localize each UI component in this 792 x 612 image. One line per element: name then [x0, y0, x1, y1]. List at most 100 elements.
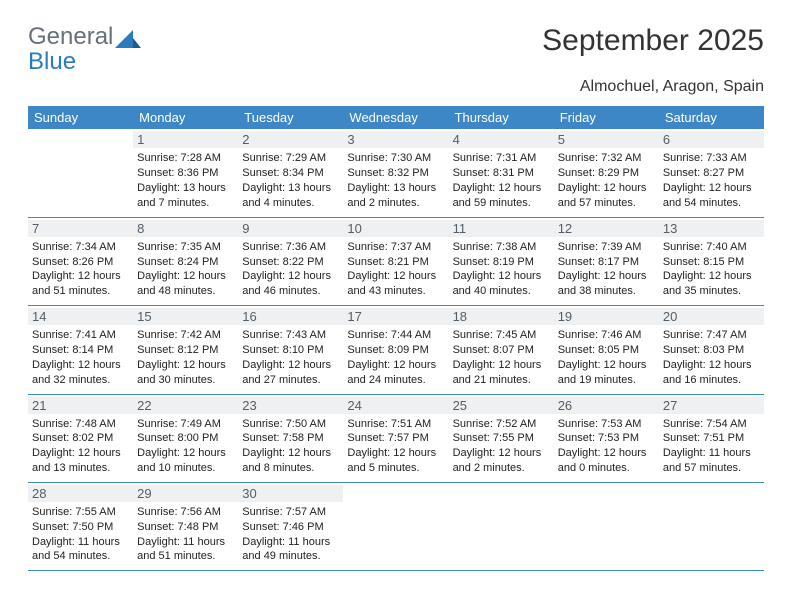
- calendar-week: 7 Sunrise: 7:34 AMSunset: 8:26 PMDaylight…: [28, 218, 764, 306]
- calendar-week: 28Sunrise: 7:55 AMSunset: 7:50 PMDayligh…: [28, 483, 764, 571]
- calendar-day: [449, 483, 554, 570]
- day-details: Sunrise: 7:48 AMSunset: 8:02 PMDaylight:…: [32, 417, 129, 476]
- calendar-week: 21 Sunrise: 7:48 AMSunset: 8:02 PMDayligh…: [28, 395, 764, 483]
- day-details: Sunrise: 7:30 AMSunset: 8:32 PMDaylight:…: [347, 151, 444, 210]
- day-number: 1: [133, 131, 238, 148]
- calendar-day: 14 Sunrise: 7:41 AMSunset: 8:14 PMDayligh…: [28, 306, 133, 393]
- day-number: 29: [133, 485, 238, 502]
- calendar-day: 29 Sunrise: 7:56 AMSunset: 7:48 PMDayligh…: [133, 483, 238, 570]
- weekday-header: Wednesday: [343, 106, 448, 129]
- day-details: Sunrise: 7:51 AMSunset: 7:57 PMDaylight:…: [347, 417, 444, 476]
- day-number: 15: [133, 308, 238, 325]
- day-number: 12: [554, 220, 659, 237]
- brand-logo: General Blue: [28, 24, 141, 74]
- calendar-day: 28Sunrise: 7:55 AMSunset: 7:50 PMDayligh…: [28, 483, 133, 570]
- calendar-day: 2 Sunrise: 7:29 AMSunset: 8:34 PMDaylight…: [238, 129, 343, 216]
- calendar-day: [343, 483, 448, 570]
- calendar-day: 5 Sunrise: 7:32 AMSunset: 8:29 PMDaylight…: [554, 129, 659, 216]
- day-number: 23: [238, 397, 343, 414]
- day-number: 2: [238, 131, 343, 148]
- day-number: 22: [133, 397, 238, 414]
- day-number: 17: [343, 308, 448, 325]
- weekday-header: Sunday: [28, 106, 133, 129]
- day-number: 24: [343, 397, 448, 414]
- calendar-day: 22 Sunrise: 7:49 AMSunset: 8:00 PMDayligh…: [133, 395, 238, 482]
- page-subtitle: Almochuel, Aragon, Spain: [28, 78, 764, 96]
- calendar-day: 18 Sunrise: 7:45 AMSunset: 8:07 PMDayligh…: [449, 306, 554, 393]
- calendar-day: 23 Sunrise: 7:50 AMSunset: 7:58 PMDayligh…: [238, 395, 343, 482]
- day-details: Sunrise: 7:32 AMSunset: 8:29 PMDaylight:…: [558, 151, 655, 210]
- day-details: Sunrise: 7:31 AMSunset: 8:31 PMDaylight:…: [453, 151, 550, 210]
- calendar-day: 17 Sunrise: 7:44 AMSunset: 8:09 PMDayligh…: [343, 306, 448, 393]
- day-details: Sunrise: 7:47 AMSunset: 8:03 PMDaylight:…: [663, 328, 760, 387]
- calendar-day: 27 Sunrise: 7:54 AMSunset: 7:51 PMDayligh…: [659, 395, 764, 482]
- weekday-header: Tuesday: [238, 106, 343, 129]
- calendar-day: 16 Sunrise: 7:43 AMSunset: 8:10 PMDayligh…: [238, 306, 343, 393]
- calendar-week: 1 Sunrise: 7:28 AMSunset: 8:36 PMDaylight…: [28, 129, 764, 217]
- day-number: 26: [554, 397, 659, 414]
- day-number: 25: [449, 397, 554, 414]
- weekday-header: Thursday: [449, 106, 554, 129]
- day-number: 6: [659, 131, 764, 148]
- day-details: Sunrise: 7:34 AMSunset: 8:26 PMDaylight:…: [32, 240, 129, 299]
- day-number: 16: [238, 308, 343, 325]
- day-details: Sunrise: 7:36 AMSunset: 8:22 PMDaylight:…: [242, 240, 339, 299]
- calendar-header-row: SundayMondayTuesdayWednesdayThursdayFrid…: [28, 106, 764, 129]
- calendar-day: [554, 483, 659, 570]
- day-details: Sunrise: 7:56 AMSunset: 7:48 PMDaylight:…: [137, 505, 234, 564]
- calendar-day: 13 Sunrise: 7:40 AMSunset: 8:15 PMDayligh…: [659, 218, 764, 305]
- calendar-day: 12 Sunrise: 7:39 AMSunset: 8:17 PMDayligh…: [554, 218, 659, 305]
- calendar-day: 4Sunrise: 7:31 AMSunset: 8:31 PMDaylight…: [449, 129, 554, 216]
- day-details: Sunrise: 7:29 AMSunset: 8:34 PMDaylight:…: [242, 151, 339, 210]
- brand-line2: Blue: [28, 49, 113, 74]
- day-details: Sunrise: 7:39 AMSunset: 8:17 PMDaylight:…: [558, 240, 655, 299]
- day-number: 19: [554, 308, 659, 325]
- day-details: Sunrise: 7:45 AMSunset: 8:07 PMDaylight:…: [453, 328, 550, 387]
- calendar-day: 19 Sunrise: 7:46 AMSunset: 8:05 PMDayligh…: [554, 306, 659, 393]
- day-number: 7: [28, 220, 133, 237]
- calendar-day: 7 Sunrise: 7:34 AMSunset: 8:26 PMDaylight…: [28, 218, 133, 305]
- day-details: Sunrise: 7:52 AMSunset: 7:55 PMDaylight:…: [453, 417, 550, 476]
- day-number: 8: [133, 220, 238, 237]
- day-details: Sunrise: 7:33 AMSunset: 8:27 PMDaylight:…: [663, 151, 760, 210]
- header-row: General Blue September 2025: [28, 24, 764, 74]
- day-details: Sunrise: 7:44 AMSunset: 8:09 PMDaylight:…: [347, 328, 444, 387]
- page-title: September 2025: [542, 24, 764, 58]
- day-number: 3: [343, 131, 448, 148]
- day-number: 20: [659, 308, 764, 325]
- weekday-header: Saturday: [659, 106, 764, 129]
- day-number: 18: [449, 308, 554, 325]
- calendar-day: 30Sunrise: 7:57 AMSunset: 7:46 PMDayligh…: [238, 483, 343, 570]
- calendar-day: 15 Sunrise: 7:42 AMSunset: 8:12 PMDayligh…: [133, 306, 238, 393]
- day-details: Sunrise: 7:35 AMSunset: 8:24 PMDaylight:…: [137, 240, 234, 299]
- calendar-day: 11Sunrise: 7:38 AMSunset: 8:19 PMDayligh…: [449, 218, 554, 305]
- day-details: Sunrise: 7:42 AMSunset: 8:12 PMDaylight:…: [137, 328, 234, 387]
- day-number: 9: [238, 220, 343, 237]
- day-number: 14: [28, 308, 133, 325]
- calendar-week: 14 Sunrise: 7:41 AMSunset: 8:14 PMDayligh…: [28, 306, 764, 394]
- day-number: 5: [554, 131, 659, 148]
- day-number: 27: [659, 397, 764, 414]
- day-details: Sunrise: 7:40 AMSunset: 8:15 PMDaylight:…: [663, 240, 760, 299]
- day-number: 21: [28, 397, 133, 414]
- day-number: 11: [449, 220, 554, 237]
- day-details: Sunrise: 7:49 AMSunset: 8:00 PMDaylight:…: [137, 417, 234, 476]
- calendar-day: [28, 129, 133, 216]
- day-details: Sunrise: 7:43 AMSunset: 8:10 PMDaylight:…: [242, 328, 339, 387]
- day-details: Sunrise: 7:41 AMSunset: 8:14 PMDaylight:…: [32, 328, 129, 387]
- calendar-day: 24 Sunrise: 7:51 AMSunset: 7:57 PMDayligh…: [343, 395, 448, 482]
- day-number: 28: [28, 485, 133, 502]
- day-number: 13: [659, 220, 764, 237]
- calendar-day: [659, 483, 764, 570]
- brand-line1: General: [28, 24, 113, 49]
- day-details: Sunrise: 7:28 AMSunset: 8:36 PMDaylight:…: [137, 151, 234, 210]
- calendar-day: 6 Sunrise: 7:33 AMSunset: 8:27 PMDaylight…: [659, 129, 764, 216]
- day-number: 10: [343, 220, 448, 237]
- calendar-day: 20 Sunrise: 7:47 AMSunset: 8:03 PMDayligh…: [659, 306, 764, 393]
- day-details: Sunrise: 7:50 AMSunset: 7:58 PMDaylight:…: [242, 417, 339, 476]
- day-details: Sunrise: 7:37 AMSunset: 8:21 PMDaylight:…: [347, 240, 444, 299]
- weekday-header: Monday: [133, 106, 238, 129]
- weekday-header: Friday: [554, 106, 659, 129]
- day-details: Sunrise: 7:54 AMSunset: 7:51 PMDaylight:…: [663, 417, 760, 476]
- day-details: Sunrise: 7:46 AMSunset: 8:05 PMDaylight:…: [558, 328, 655, 387]
